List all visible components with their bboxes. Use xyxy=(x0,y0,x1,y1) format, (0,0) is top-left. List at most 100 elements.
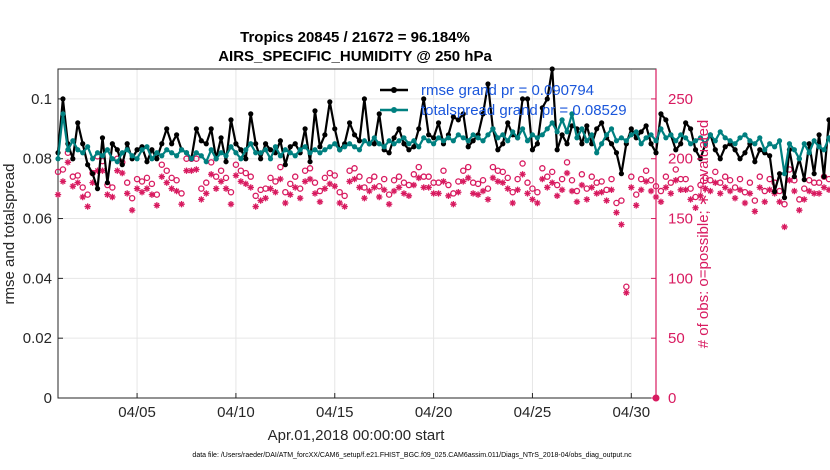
rmse-point xyxy=(717,156,723,162)
totalspread-point xyxy=(233,150,239,156)
totalspread-point xyxy=(564,129,570,135)
rmse-point xyxy=(791,174,797,180)
totalspread-point xyxy=(282,147,288,153)
totalspread-point xyxy=(421,135,427,141)
totalspread-point xyxy=(228,144,234,150)
rmse-point xyxy=(663,117,669,123)
obs-evaluated-point xyxy=(801,196,808,203)
totalspread-point xyxy=(178,147,185,153)
totalspread-point xyxy=(80,150,86,156)
rmse-point xyxy=(564,141,570,147)
obs-evaluated-point xyxy=(173,187,180,195)
rmse-point xyxy=(465,144,471,150)
rmse-point xyxy=(673,147,679,153)
chart-title-line2: AIRS_SPECIFIC_HUMIDITY @ 250 hPa xyxy=(218,48,492,65)
totalspread-point xyxy=(816,144,822,150)
rmse-point xyxy=(519,96,526,102)
obs-evaluated-point xyxy=(529,196,536,203)
obs-possible-point xyxy=(267,174,274,182)
totalspread-point xyxy=(188,156,195,162)
obs-possible-point xyxy=(222,174,230,182)
obs-evaluated-point xyxy=(371,184,378,191)
obs-evaluated-point xyxy=(257,197,264,204)
rmse-point xyxy=(258,156,264,162)
totalspread-point xyxy=(500,132,506,138)
totalspread-point xyxy=(337,147,343,153)
totalspread-point xyxy=(658,126,664,132)
totalspread-point xyxy=(65,147,71,153)
totalspread-point xyxy=(683,135,689,141)
y-right-tick-label: 200 xyxy=(668,151,693,168)
rmse-point xyxy=(114,147,120,153)
totalspread-point xyxy=(475,135,481,141)
obs-evaluated-point xyxy=(54,191,62,198)
rmse-point xyxy=(124,141,130,147)
rmse-point xyxy=(539,105,545,111)
totalspread-point xyxy=(534,135,540,141)
obs-evaluated-point xyxy=(331,183,338,190)
totalspread-point xyxy=(465,138,471,144)
obs-evaluated-point xyxy=(79,193,86,201)
y-left-tick-label: 0 xyxy=(44,390,52,407)
rmse-point xyxy=(302,126,308,132)
totalspread-point xyxy=(129,153,135,159)
obs-evaluated-point xyxy=(514,186,521,194)
obs-possible-point xyxy=(385,191,393,198)
obs-evaluated-point xyxy=(445,192,452,200)
obs-evaluated-point xyxy=(178,200,185,208)
totalspread-point xyxy=(134,156,140,162)
totalspread-point xyxy=(351,144,358,150)
totalspread-point xyxy=(119,150,125,156)
obs-evaluated-point xyxy=(94,167,101,174)
x-axis-ticks: 04/05 04/10 04/15 04/20 04/25 04/30 xyxy=(118,393,650,421)
x-axis-label: Apr.01,2018 00:00:00 start xyxy=(268,427,446,444)
totalspread-point xyxy=(638,141,644,147)
obs-evaluated-point xyxy=(351,175,358,183)
rmse-point xyxy=(781,195,788,201)
obs-evaluated-point xyxy=(588,184,595,191)
obs-possible-point xyxy=(54,168,62,176)
obs-evaluated-point xyxy=(193,166,200,173)
obs-possible-point xyxy=(371,173,378,180)
obs-evaluated-point xyxy=(731,195,739,202)
obs-evaluated-point xyxy=(786,177,793,184)
obs-possible-point xyxy=(460,167,467,174)
totalspread-point xyxy=(243,147,249,153)
obs-possible-point xyxy=(351,165,358,172)
obs-possible-point xyxy=(652,182,660,190)
totalspread-point xyxy=(99,153,106,159)
obs-evaluated-point xyxy=(385,200,393,208)
rmse-point xyxy=(154,156,160,162)
obs-possible-point xyxy=(326,169,334,177)
totalspread-point xyxy=(302,144,308,150)
totalspread-point xyxy=(272,144,279,150)
y-left-tick-label: 0.08 xyxy=(23,151,52,168)
obs-evaluated-point xyxy=(489,174,497,182)
obs-possible-point xyxy=(697,181,704,189)
totalspread-point xyxy=(791,147,797,153)
totalspread-point xyxy=(431,141,437,147)
rmse-point xyxy=(317,144,323,150)
totalspread-point xyxy=(480,138,486,144)
obs-possible-point xyxy=(632,191,640,198)
obs-possible-point xyxy=(128,194,136,202)
rmse-point xyxy=(500,141,506,147)
totalspread-point xyxy=(267,156,274,162)
obs-evaluated-point xyxy=(608,186,615,194)
x-tick-label: 04/10 xyxy=(217,404,255,421)
obs-possible-point xyxy=(721,173,729,180)
totalspread-point xyxy=(722,135,728,141)
rmse-point xyxy=(174,132,180,138)
obs-possible-point xyxy=(390,177,398,184)
obs-evaluated-point xyxy=(707,187,714,195)
obs-possible-point xyxy=(548,168,556,176)
rmse-point xyxy=(732,147,738,153)
obs-evaluated-point xyxy=(277,175,284,183)
obs-possible-point xyxy=(291,173,299,180)
obs-evaluated-point xyxy=(301,178,309,185)
obs-evaluated-point xyxy=(336,199,343,207)
rmse-point xyxy=(356,138,363,144)
x-tick-label: 04/20 xyxy=(415,404,453,421)
obs-evaluated-point xyxy=(598,189,605,196)
